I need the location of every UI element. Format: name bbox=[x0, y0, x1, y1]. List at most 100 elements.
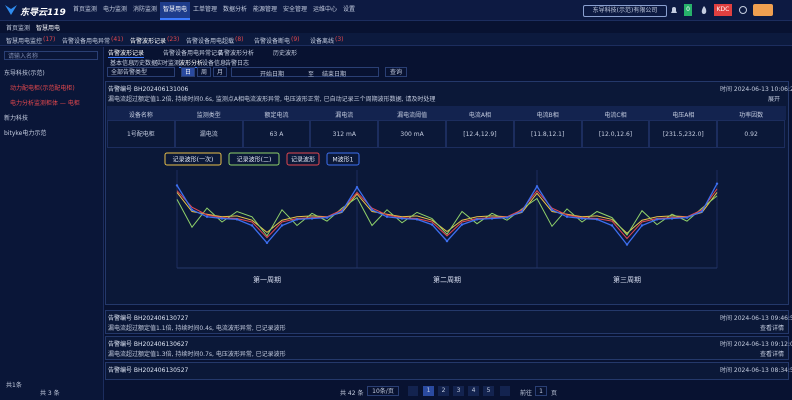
record-action[interactable]: 查看详情 bbox=[760, 325, 785, 332]
legend-button[interactable] bbox=[326, 152, 360, 166]
date-sep: 至 bbox=[308, 71, 315, 78]
type-select[interactable]: 全部告警类型 bbox=[107, 67, 175, 77]
tree-item[interactable]: 新力科技 bbox=[4, 115, 29, 122]
table-header: 额定电流 bbox=[264, 112, 289, 119]
page-tab[interactable]: 首页监测 bbox=[6, 25, 31, 32]
legend-button[interactable] bbox=[286, 152, 320, 166]
waveform-point bbox=[700, 210, 704, 213]
record-time: 时间 2024-06-13 10:06:27 bbox=[720, 86, 792, 93]
tree-item[interactable]: 东导科技(示范) bbox=[4, 70, 45, 77]
table-cell: 漏电流 bbox=[174, 120, 243, 148]
waveform-point bbox=[205, 215, 209, 218]
menu-item[interactable]: 电力监测 bbox=[103, 6, 128, 13]
legend-label: 记录波形(二) bbox=[237, 156, 272, 164]
menu-item[interactable]: 运维中心 bbox=[313, 6, 338, 13]
query-button[interactable]: 查询 bbox=[385, 67, 407, 77]
menu-item[interactable]: 安全管理 bbox=[283, 6, 308, 13]
prev-button[interactable] bbox=[408, 386, 418, 396]
tree-item[interactable]: 电力分析监测柜体 — 电柜 bbox=[10, 100, 80, 107]
table-cell: 63 A bbox=[242, 120, 311, 148]
fire-icon[interactable] bbox=[699, 5, 709, 15]
period-button[interactable]: 日 bbox=[181, 67, 195, 77]
menu-item[interactable]: 设置 bbox=[343, 6, 356, 13]
alarm-tab-label[interactable]: 设备离线 bbox=[310, 38, 335, 45]
page-size[interactable]: 10条/页 bbox=[367, 386, 399, 396]
sub-tab[interactable]: 告警波形分析 bbox=[218, 50, 255, 57]
menu-item[interactable]: 能源管理 bbox=[253, 6, 278, 13]
page-tab[interactable]: 智慧用电 bbox=[36, 25, 61, 32]
legend-label: 记录波形(一次) bbox=[173, 156, 214, 164]
table-cell: [11.8,12.1] bbox=[513, 120, 582, 148]
table-header: 监测类型 bbox=[196, 112, 221, 119]
view-tab[interactable]: 设备信息 bbox=[202, 60, 227, 67]
tree-item[interactable]: bityke电力示范 bbox=[4, 130, 47, 137]
alarm-tab-label[interactable]: 告警设备用电异常 bbox=[62, 38, 111, 45]
table-cell: 300 mA bbox=[378, 120, 446, 148]
settings-icon[interactable] bbox=[738, 5, 748, 15]
waveform-point bbox=[340, 210, 344, 213]
page-number[interactable]: 3 bbox=[453, 386, 464, 396]
sidebar bbox=[0, 47, 104, 400]
view-tab[interactable]: 基本信息 bbox=[110, 60, 135, 67]
waveform-point bbox=[235, 218, 239, 221]
waveform-point bbox=[250, 224, 254, 227]
date-end: 结束日期 bbox=[322, 71, 347, 78]
search-input[interactable]: 请输入名称 bbox=[4, 51, 98, 60]
alarm-tab-count: (3) bbox=[335, 36, 344, 43]
table-cell: [231.5,232.0] bbox=[649, 120, 718, 148]
goto-label: 前往 bbox=[520, 390, 533, 397]
menu-item[interactable]: 消防监测 bbox=[133, 6, 158, 13]
legend-button[interactable] bbox=[228, 152, 280, 166]
user-badge[interactable]: KDC bbox=[714, 4, 732, 16]
menu-item[interactable]: 首页监测 bbox=[73, 6, 98, 13]
sub-tab[interactable]: 告警设备用电异常记录 bbox=[163, 50, 224, 57]
sub-tab[interactable]: 历史波形 bbox=[273, 50, 298, 57]
menu-item[interactable]: 智慧用电 bbox=[160, 2, 191, 20]
record-card bbox=[105, 310, 789, 334]
page-number[interactable]: 1 bbox=[423, 386, 434, 396]
record-card bbox=[105, 362, 789, 380]
waveform-point bbox=[520, 210, 524, 213]
table-header: 电流B相 bbox=[536, 112, 559, 119]
badge[interactable]: 0 bbox=[684, 4, 692, 16]
view-tab[interactable]: 告警日志 bbox=[225, 60, 250, 67]
page-number[interactable]: 5 bbox=[483, 386, 494, 396]
waveform-point bbox=[535, 185, 539, 188]
menu-item[interactable]: 数据分析 bbox=[223, 6, 248, 13]
alarm-tab-label[interactable]: 告警设备断电 bbox=[254, 38, 291, 45]
goto-input[interactable]: 1 bbox=[535, 386, 547, 396]
user-avatar[interactable] bbox=[753, 4, 773, 16]
tree-item[interactable]: 动力配电柜(示范配电柜) bbox=[10, 85, 75, 92]
bell-icon[interactable] bbox=[669, 5, 679, 15]
period-button[interactable]: 月 bbox=[213, 67, 227, 77]
waveform-point bbox=[355, 185, 359, 189]
menu-item[interactable]: 工单管理 bbox=[193, 6, 218, 13]
table-header-bg bbox=[107, 106, 786, 120]
view-tab[interactable]: 实时监测 bbox=[156, 60, 181, 67]
alarm-tab-label[interactable]: 告警设备用电超载 bbox=[186, 38, 235, 45]
period-button[interactable]: 周 bbox=[197, 67, 211, 77]
legend-button[interactable] bbox=[164, 152, 222, 166]
alarm-tab-label[interactable]: 告警波形记录 bbox=[130, 38, 167, 45]
cycle-label: 第一周期 bbox=[253, 275, 281, 284]
waveform-point bbox=[580, 217, 584, 220]
table-header: 漏电流 bbox=[335, 112, 354, 119]
date-range[interactable] bbox=[231, 67, 379, 77]
company-select[interactable]: 东导科技(示范)有限公司 bbox=[583, 5, 667, 17]
waveform-point bbox=[325, 216, 329, 219]
table-header: 电压A相 bbox=[672, 112, 695, 119]
table-cell: 1号配电柜 bbox=[107, 120, 175, 148]
alarm-tab-label[interactable]: 智慧用电监控 bbox=[6, 38, 43, 45]
page-number[interactable]: 2 bbox=[438, 386, 449, 396]
sub-tab[interactable]: 告警波形记录 bbox=[108, 50, 145, 58]
record-toggle[interactable]: 展开 bbox=[768, 96, 781, 103]
date-start: 开始日期 bbox=[260, 71, 285, 78]
record-desc: 漏电流超过额定值1.1倍, 持续时间0.4s, 电流波形异常, 已记录波形 bbox=[108, 325, 286, 332]
view-tab[interactable]: 历史数据 bbox=[133, 60, 158, 67]
record-action[interactable]: 查看详情 bbox=[760, 351, 785, 358]
table-cell: [12.0,12.6] bbox=[581, 120, 650, 148]
left-total: 共 3 条 bbox=[40, 390, 60, 397]
logo: 东导云119 bbox=[20, 8, 66, 18]
page-number[interactable]: 4 bbox=[468, 386, 479, 396]
next-button[interactable] bbox=[500, 386, 510, 396]
